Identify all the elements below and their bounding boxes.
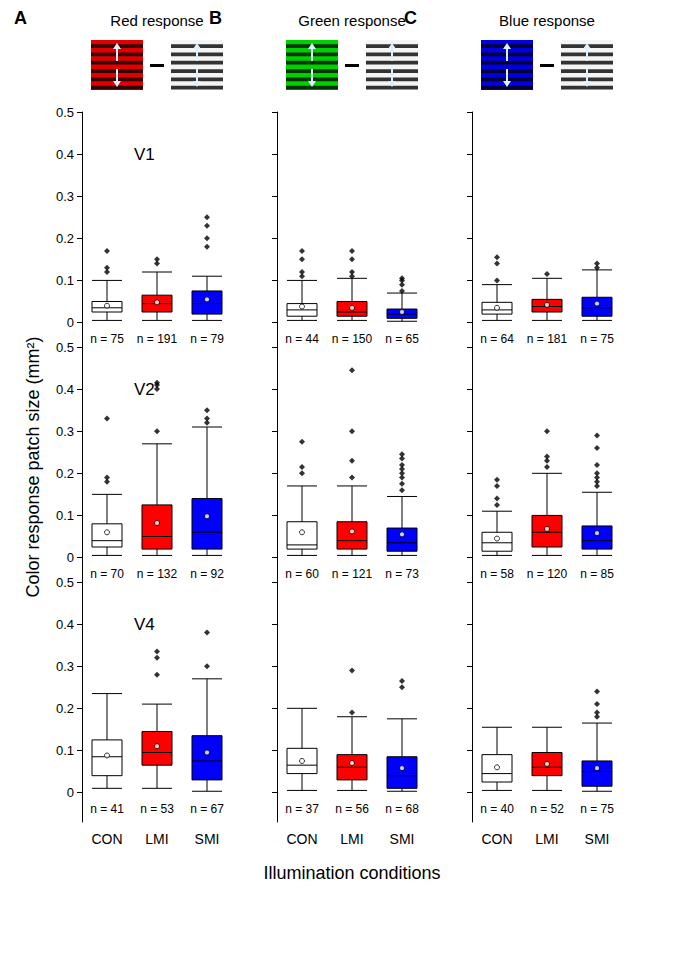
svg-text:n = 68: n = 68 xyxy=(385,802,419,816)
svg-text:Green response: Green response xyxy=(298,12,406,29)
svg-text:0.4: 0.4 xyxy=(56,617,74,632)
svg-text:Red response: Red response xyxy=(110,12,203,29)
svg-text:n = 191: n = 191 xyxy=(137,332,178,346)
svg-text:0.1: 0.1 xyxy=(56,273,74,288)
svg-text:Illumination conditions: Illumination conditions xyxy=(263,863,440,883)
svg-text:0.5: 0.5 xyxy=(56,105,74,120)
svg-text:SMI: SMI xyxy=(195,831,220,847)
svg-text:n = 37: n = 37 xyxy=(285,802,319,816)
svg-text:0.4: 0.4 xyxy=(56,382,74,397)
svg-text:n = 58: n = 58 xyxy=(480,567,514,581)
svg-text:0: 0 xyxy=(67,550,74,565)
svg-text:n = 75: n = 75 xyxy=(90,332,124,346)
svg-text:0.3: 0.3 xyxy=(56,424,74,439)
svg-text:B: B xyxy=(209,8,222,28)
svg-text:n = 52: n = 52 xyxy=(530,802,564,816)
svg-text:n = 40: n = 40 xyxy=(480,802,514,816)
svg-text:n = 79: n = 79 xyxy=(190,332,224,346)
svg-text:n = 92: n = 92 xyxy=(190,567,224,581)
svg-text:n = 181: n = 181 xyxy=(527,332,568,346)
svg-text:n = 67: n = 67 xyxy=(190,802,224,816)
svg-text:Color response patch size (mm²: Color response patch size (mm²) xyxy=(23,336,43,597)
svg-text:n = 65: n = 65 xyxy=(385,332,419,346)
svg-text:n = 75: n = 75 xyxy=(580,802,614,816)
svg-text:n = 64: n = 64 xyxy=(480,332,514,346)
svg-text:SMI: SMI xyxy=(585,831,610,847)
svg-text:0: 0 xyxy=(67,315,74,330)
svg-text:CON: CON xyxy=(286,831,317,847)
svg-text:n = 132: n = 132 xyxy=(137,567,178,581)
svg-text:0.2: 0.2 xyxy=(56,466,74,481)
svg-text:0.2: 0.2 xyxy=(56,231,74,246)
svg-text:LMI: LMI xyxy=(340,831,363,847)
svg-text:0.1: 0.1 xyxy=(56,743,74,758)
svg-text:Blue response: Blue response xyxy=(499,12,595,29)
svg-text:0.3: 0.3 xyxy=(56,659,74,674)
svg-text:0.5: 0.5 xyxy=(56,575,74,590)
svg-text:V4: V4 xyxy=(134,615,155,634)
svg-text:n = 60: n = 60 xyxy=(285,567,319,581)
svg-text:n = 56: n = 56 xyxy=(335,802,369,816)
svg-text:0.5: 0.5 xyxy=(56,340,74,355)
svg-text:n = 53: n = 53 xyxy=(140,802,174,816)
svg-text:0: 0 xyxy=(67,785,74,800)
svg-text:A: A xyxy=(14,8,27,28)
svg-text:0.3: 0.3 xyxy=(56,189,74,204)
svg-text:n = 70: n = 70 xyxy=(90,567,124,581)
svg-text:n = 85: n = 85 xyxy=(580,567,614,581)
svg-text:n = 73: n = 73 xyxy=(385,567,419,581)
svg-text:0.2: 0.2 xyxy=(56,701,74,716)
svg-text:n = 150: n = 150 xyxy=(332,332,373,346)
svg-text:0.4: 0.4 xyxy=(56,147,74,162)
svg-text:LMI: LMI xyxy=(145,831,168,847)
svg-text:LMI: LMI xyxy=(535,831,558,847)
svg-text:n = 44: n = 44 xyxy=(285,332,319,346)
svg-text:n = 41: n = 41 xyxy=(90,802,124,816)
svg-text:CON: CON xyxy=(481,831,512,847)
svg-text:C: C xyxy=(404,8,417,28)
svg-text:SMI: SMI xyxy=(390,831,415,847)
svg-text:n = 121: n = 121 xyxy=(332,567,373,581)
svg-text:n = 120: n = 120 xyxy=(527,567,568,581)
svg-text:CON: CON xyxy=(91,831,122,847)
svg-text:V2: V2 xyxy=(134,380,155,399)
svg-text:V1: V1 xyxy=(134,145,155,164)
svg-text:n = 75: n = 75 xyxy=(580,332,614,346)
svg-text:0.1: 0.1 xyxy=(56,508,74,523)
